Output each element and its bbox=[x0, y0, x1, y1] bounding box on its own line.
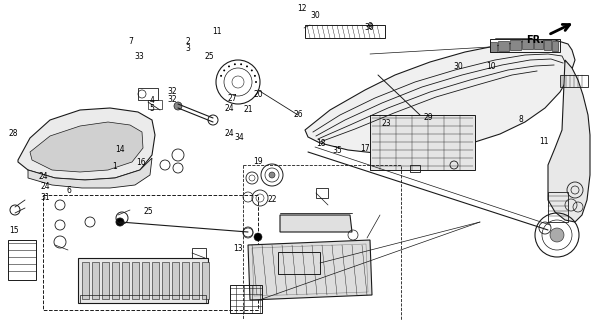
Text: 24: 24 bbox=[40, 182, 50, 191]
Polygon shape bbox=[30, 122, 143, 172]
Bar bbox=[132, 262, 139, 299]
Circle shape bbox=[234, 64, 235, 65]
Text: 15: 15 bbox=[9, 226, 19, 235]
Text: 11: 11 bbox=[539, 137, 549, 146]
Polygon shape bbox=[28, 158, 152, 188]
Bar bbox=[78, 258, 208, 303]
Bar bbox=[192, 262, 199, 299]
Text: 19: 19 bbox=[253, 157, 262, 166]
Text: 24: 24 bbox=[224, 129, 234, 138]
Text: 33: 33 bbox=[134, 52, 144, 61]
Text: 25: 25 bbox=[205, 52, 214, 60]
Bar bbox=[152, 262, 159, 299]
Text: 24: 24 bbox=[224, 104, 234, 113]
Bar bbox=[138, 88, 158, 100]
Text: 32: 32 bbox=[168, 87, 177, 96]
Bar bbox=[560, 75, 588, 87]
Bar bbox=[92, 262, 99, 299]
Text: 23: 23 bbox=[382, 119, 391, 128]
Circle shape bbox=[174, 102, 182, 110]
Circle shape bbox=[269, 172, 275, 178]
Text: 32: 32 bbox=[168, 95, 177, 104]
Bar bbox=[230, 285, 262, 313]
Text: 5: 5 bbox=[150, 104, 155, 113]
Text: 30: 30 bbox=[364, 23, 374, 32]
Bar bbox=[192, 248, 206, 258]
Bar bbox=[8, 240, 36, 280]
Bar bbox=[305, 25, 385, 38]
Text: 22: 22 bbox=[268, 195, 277, 204]
Bar bbox=[82, 262, 89, 299]
Text: 3: 3 bbox=[185, 44, 190, 52]
Text: 24: 24 bbox=[39, 172, 49, 181]
Text: 26: 26 bbox=[294, 110, 303, 119]
Bar bbox=[112, 262, 119, 299]
Text: 30: 30 bbox=[311, 11, 320, 20]
Polygon shape bbox=[305, 40, 575, 153]
Text: 29: 29 bbox=[423, 113, 433, 122]
Text: 13: 13 bbox=[233, 244, 243, 252]
Text: 8: 8 bbox=[519, 115, 524, 124]
Text: 35: 35 bbox=[332, 146, 342, 155]
Text: 10: 10 bbox=[486, 62, 496, 71]
Bar bbox=[243, 165, 401, 320]
Text: 20: 20 bbox=[254, 90, 264, 99]
Bar bbox=[122, 262, 129, 299]
Text: 27: 27 bbox=[228, 94, 237, 103]
Text: 2: 2 bbox=[185, 37, 190, 46]
Bar bbox=[80, 295, 206, 303]
Bar bbox=[102, 262, 109, 299]
Text: FR.: FR. bbox=[526, 35, 544, 45]
Bar bbox=[142, 262, 149, 299]
Text: 31: 31 bbox=[40, 193, 50, 202]
Circle shape bbox=[550, 228, 564, 242]
Text: 11: 11 bbox=[212, 27, 222, 36]
Bar bbox=[544, 40, 551, 50]
Bar bbox=[202, 262, 209, 299]
Polygon shape bbox=[280, 215, 352, 232]
Text: 14: 14 bbox=[115, 145, 125, 154]
Text: 28: 28 bbox=[8, 129, 18, 138]
Bar bbox=[548, 192, 568, 222]
Bar bbox=[490, 42, 497, 52]
Polygon shape bbox=[248, 240, 372, 300]
Text: 9: 9 bbox=[367, 22, 372, 31]
Circle shape bbox=[116, 218, 124, 226]
Circle shape bbox=[254, 233, 262, 241]
Bar bbox=[534, 39, 543, 49]
Text: 1: 1 bbox=[113, 162, 117, 171]
Bar bbox=[172, 262, 179, 299]
Circle shape bbox=[220, 75, 222, 76]
Bar bbox=[162, 262, 169, 299]
Text: 16: 16 bbox=[136, 158, 146, 167]
Text: 34: 34 bbox=[235, 133, 244, 142]
Polygon shape bbox=[18, 108, 155, 180]
Bar bbox=[522, 39, 533, 49]
Text: 21: 21 bbox=[243, 105, 253, 114]
Text: 12: 12 bbox=[297, 4, 307, 13]
Bar bbox=[498, 41, 509, 51]
Text: 18: 18 bbox=[316, 139, 325, 148]
Bar bbox=[410, 165, 420, 172]
Bar bbox=[148, 100, 162, 109]
Text: 6: 6 bbox=[66, 186, 71, 195]
Bar bbox=[278, 252, 320, 274]
Bar bbox=[552, 41, 558, 51]
Text: 4: 4 bbox=[150, 96, 155, 105]
Text: 30: 30 bbox=[453, 62, 463, 71]
Bar bbox=[43, 195, 258, 310]
Text: 25: 25 bbox=[143, 207, 153, 216]
Bar bbox=[510, 40, 521, 50]
Bar bbox=[490, 39, 560, 52]
Text: 7: 7 bbox=[128, 37, 133, 46]
Polygon shape bbox=[548, 60, 590, 222]
Bar bbox=[316, 188, 328, 198]
Text: 17: 17 bbox=[361, 144, 370, 153]
Circle shape bbox=[223, 70, 225, 71]
Bar bbox=[370, 115, 475, 170]
Circle shape bbox=[228, 66, 229, 67]
Bar bbox=[182, 262, 189, 299]
